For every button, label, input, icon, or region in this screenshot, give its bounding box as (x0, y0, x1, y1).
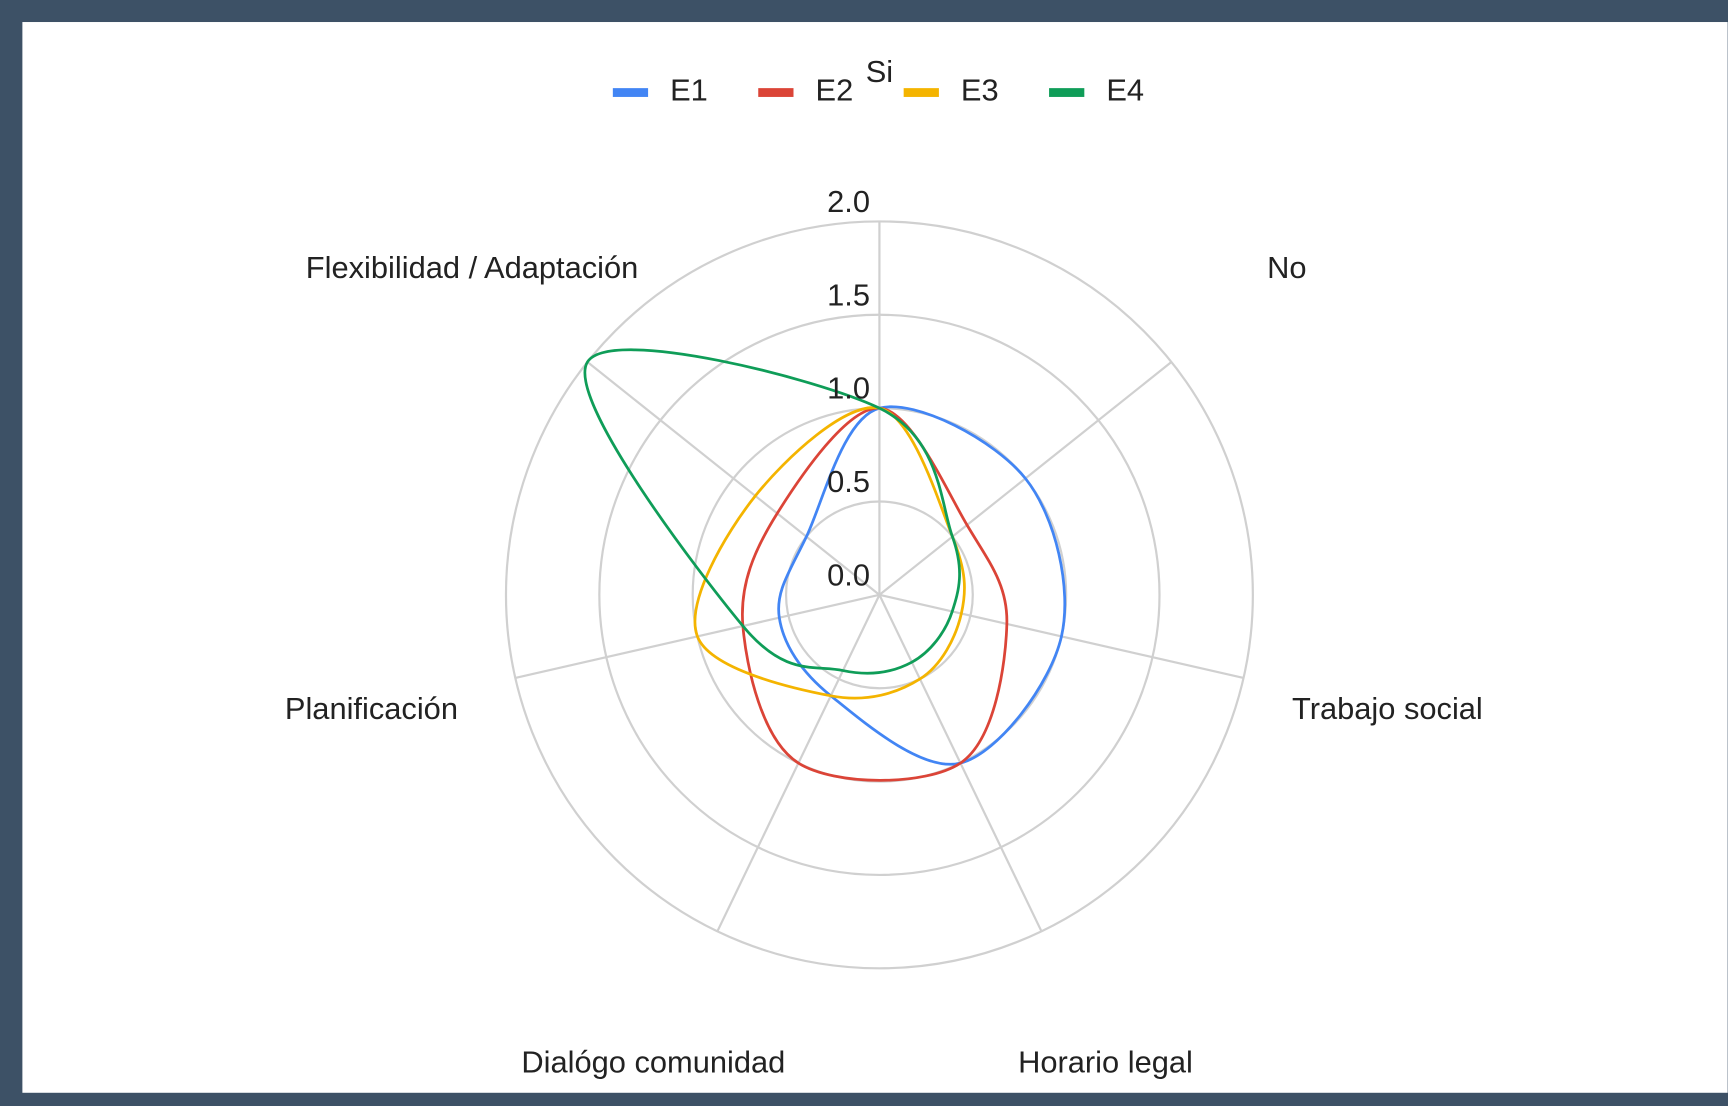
r-tick-label: 1.5 (827, 277, 870, 312)
legend-label: E2 (816, 73, 854, 108)
category-label: No (1267, 250, 1306, 285)
legend-swatch (1049, 88, 1085, 97)
legend-label: E4 (1106, 73, 1144, 108)
legend-label: E3 (961, 73, 999, 108)
legend-swatch (612, 88, 649, 97)
category-label: Flexibilidad / Adaptación (306, 250, 638, 285)
r-tick-label: 0.0 (827, 557, 870, 592)
r-tick-label: 0.5 (827, 464, 870, 499)
plot (583, 348, 1067, 782)
r-tick-label: 2.0 (827, 184, 870, 219)
category-label: Dialógo comunidad (521, 1044, 785, 1079)
chart-background (22, 22, 1728, 1093)
legend-swatch (903, 88, 939, 97)
category-label: Si (866, 54, 893, 89)
category-label: Trabajo social (1292, 691, 1483, 726)
labels: 0.0 0.5 1.0 1.5 2.0 Si No Trabajo social Horario… (285, 54, 1483, 1080)
legend-label: E1 (670, 73, 708, 108)
spoke (586, 361, 881, 596)
r-tick-label: 1.0 (827, 371, 870, 406)
category-label: Planificación (285, 691, 458, 726)
series-line (777, 405, 1067, 766)
series-line (583, 348, 961, 675)
series-line (741, 406, 1009, 782)
legend-swatch (758, 88, 794, 97)
category-label: Horario legal (1018, 1044, 1193, 1079)
